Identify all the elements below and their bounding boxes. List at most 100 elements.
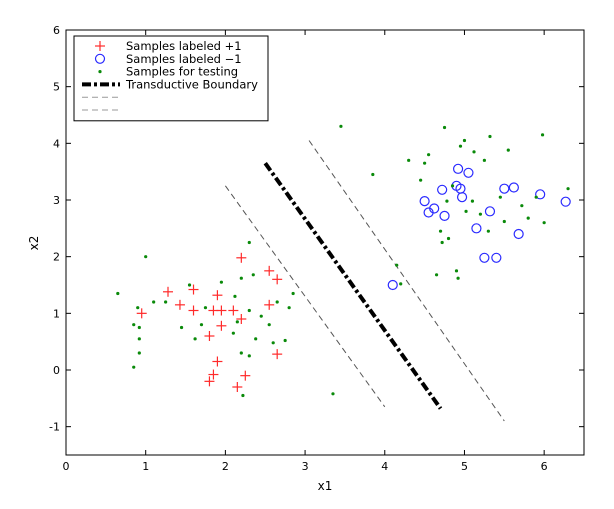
testing-sample-point <box>502 219 506 224</box>
y-axis: -1 0 1 2 3 4 5 6 <box>49 24 584 434</box>
testing-sample-point <box>239 351 243 355</box>
margin-dashed-line-2 <box>308 140 505 422</box>
legend-label: Samples for testing <box>126 65 238 79</box>
x-tick-label: 5 <box>461 460 468 473</box>
testing-sample-point <box>399 282 403 286</box>
negative-sample-point <box>560 196 571 207</box>
x-tick-label: 3 <box>302 460 309 473</box>
positive-sample-point <box>136 308 147 319</box>
legend-label: Samples labeled +1 <box>126 39 242 53</box>
positive-sample-point <box>236 252 247 263</box>
testing-sample-point <box>520 204 524 208</box>
y-tick-label: 0 <box>53 364 60 377</box>
testing-sample-point <box>199 323 204 327</box>
testing-sample-point <box>488 134 492 139</box>
positive-sample-point <box>208 369 219 380</box>
testing-sample-point <box>407 158 411 162</box>
legend-label: Samples labeled −1 <box>126 52 242 66</box>
negative-sample-point <box>508 182 519 193</box>
boundary-lines <box>224 140 505 422</box>
testing-sample-point <box>339 124 343 128</box>
testing-sample-point <box>434 273 439 277</box>
legend-swatch-plus <box>95 41 105 51</box>
negative-sample-point <box>437 184 448 195</box>
y-axis-label: x2 <box>27 236 41 251</box>
positive-sample-point <box>212 356 223 367</box>
positive-sample-point <box>264 265 275 276</box>
negative-sample-point <box>419 196 430 207</box>
testing-sample-point <box>427 153 431 157</box>
testing-sample-point <box>331 392 335 396</box>
positive-sample-point <box>240 370 251 381</box>
testing-sample-point <box>482 158 486 162</box>
testing-sample-point <box>144 255 148 259</box>
testing-sample-point <box>137 351 141 355</box>
negative-sample-point <box>456 192 468 203</box>
x-tick-label: 1 <box>142 460 149 473</box>
transductive-boundary-line <box>263 162 443 410</box>
testing-sample-point <box>251 273 255 277</box>
y-tick-label: -1 <box>49 421 60 434</box>
positive-sample-point <box>188 284 199 295</box>
testing-sample-point <box>267 323 271 327</box>
testing-sample-point <box>247 240 251 245</box>
positive-sample-point <box>204 331 215 341</box>
testing-sample-point <box>287 306 291 310</box>
testing-sample-point <box>291 291 295 296</box>
negative-sample-point <box>471 223 482 234</box>
negative-sample-point <box>513 228 524 240</box>
x-tick-label: 6 <box>541 460 548 473</box>
testing-sample-point <box>506 148 510 152</box>
testing-sample-point <box>472 150 476 154</box>
testing-sample-point <box>239 276 243 280</box>
y-tick-label: 3 <box>53 194 60 207</box>
negative-sample-point <box>439 210 450 221</box>
testing-sample-point <box>450 184 455 188</box>
y-tick-label: 1 <box>53 307 60 320</box>
negative-sample-point <box>535 189 546 200</box>
positive-sample-point <box>264 299 275 310</box>
testing-sample-point <box>498 195 502 199</box>
testing-sample-point <box>478 212 482 216</box>
negative-sample-point <box>491 252 502 263</box>
testing-sample-point <box>233 294 237 298</box>
testing-sample-point <box>275 300 279 304</box>
testing-sample-point <box>438 229 443 233</box>
y-tick-label: 6 <box>53 24 60 37</box>
testing-sample-point <box>132 323 136 327</box>
testing-sample-point <box>254 337 258 341</box>
testing-sample-point <box>231 331 235 335</box>
testing-sample-point <box>241 393 245 398</box>
y-tick-label: 2 <box>53 251 60 264</box>
positive-sample-point <box>236 314 247 324</box>
negative-sample-point <box>479 252 490 263</box>
margin-dashed-line-1 <box>224 185 386 408</box>
testing-sample-point <box>137 325 141 330</box>
testing-sample-point <box>116 291 120 296</box>
x-tick-label: 0 <box>63 460 70 473</box>
testing-sample-point <box>193 337 197 341</box>
testing-sample-point <box>136 306 140 310</box>
legend-swatch-dot <box>98 70 102 74</box>
testing-sample-point <box>540 133 545 137</box>
negative-sample-point <box>387 279 398 291</box>
positive-sample-point <box>188 305 199 316</box>
x-axis: 0 1 2 3 4 5 6 <box>63 30 548 473</box>
testing-sample-point <box>470 199 475 203</box>
positive-sample-point <box>232 382 243 392</box>
positive-sample-point <box>216 320 227 331</box>
negative-sample-point <box>499 183 510 194</box>
positive-sample-point <box>216 305 227 316</box>
testing-sample-point <box>419 178 423 182</box>
testing-sample-point <box>440 240 444 245</box>
testing-sample-point <box>247 308 251 313</box>
x-axis-label: x1 <box>318 479 333 493</box>
testing-sample-point <box>395 263 399 267</box>
positive-sample-point <box>204 376 215 387</box>
testing-sample-point <box>458 144 463 148</box>
testing-sample-point <box>371 172 375 177</box>
negative-sample-point <box>452 163 464 174</box>
y-tick-label: 5 <box>53 81 60 94</box>
